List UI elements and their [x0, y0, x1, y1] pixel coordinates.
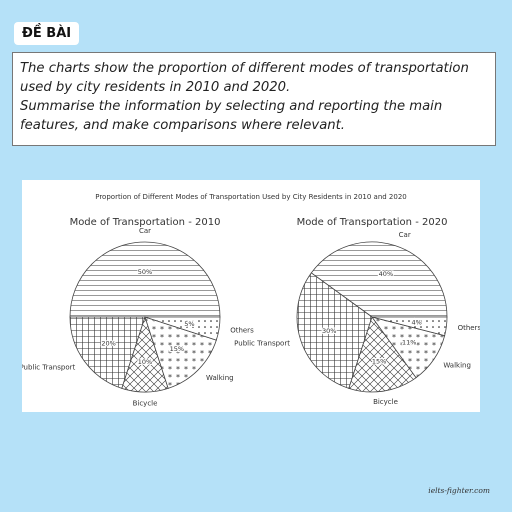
value-label: 30% — [322, 327, 336, 335]
value-label: 15% — [170, 345, 184, 353]
pie-slice — [69, 316, 146, 389]
slice-label: Others — [458, 324, 480, 332]
slice-label: Public Transport — [22, 364, 75, 372]
watermark: ielts-fighter.com — [428, 486, 490, 495]
figure-title: Proportion of Different Modes of Transpo… — [95, 193, 407, 201]
chart-title: Mode of Transportation - 2010 — [70, 217, 221, 228]
slice-label: Public Transport — [234, 340, 290, 348]
slice-label: Walking — [443, 361, 471, 369]
slice-label: Car — [139, 227, 151, 235]
pie-slice — [310, 241, 448, 318]
value-label: 15% — [372, 357, 386, 365]
slice-label: Walking — [206, 374, 234, 382]
value-label: 10% — [138, 358, 152, 366]
pie-slice — [348, 316, 417, 393]
slice-label: Bicycle — [133, 399, 158, 407]
pie-slice — [144, 316, 217, 389]
pie-slice — [371, 316, 448, 337]
pie-slice — [69, 241, 221, 318]
chart-title: Mode of Transportation - 2020 — [297, 217, 448, 228]
figure: * Proportion of Different Modes of Trans… — [22, 180, 480, 412]
slice-label: Others — [230, 326, 254, 334]
value-label: 5% — [184, 320, 194, 328]
slice-label: Car — [399, 231, 411, 239]
prompt-text: Summarise the information by selecting a… — [20, 99, 443, 133]
prompt-text: The charts show the proportion of differ… — [20, 61, 469, 95]
prompt-box: The charts show the proportion of differ… — [12, 52, 496, 146]
value-label: 40% — [379, 270, 393, 278]
value-label: 50% — [138, 268, 152, 276]
header-label: ĐỀ BÀI — [14, 22, 80, 45]
value-label: 4% — [411, 319, 421, 327]
value-label: 20% — [101, 339, 115, 347]
pie-slice — [144, 316, 221, 341]
slice-label: Bicycle — [373, 398, 398, 406]
pie-slice — [296, 272, 373, 389]
value-label: 11% — [402, 338, 416, 346]
